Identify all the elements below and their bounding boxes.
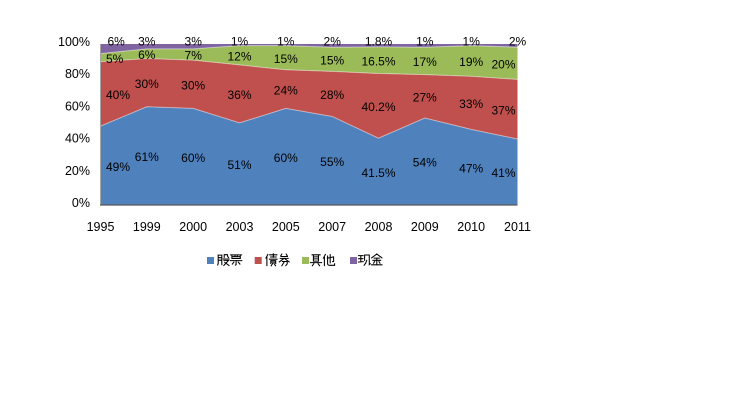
svg-text:2009: 2009 [411, 220, 439, 234]
svg-text:60%: 60% [181, 151, 205, 165]
svg-text:28%: 28% [320, 88, 344, 102]
svg-text:24%: 24% [274, 83, 298, 97]
svg-text:12%: 12% [227, 50, 251, 64]
svg-text:20%: 20% [65, 164, 90, 178]
svg-text:61%: 61% [135, 150, 159, 164]
svg-text:2%: 2% [324, 35, 342, 49]
svg-text:2000: 2000 [179, 220, 207, 234]
svg-text:3%: 3% [138, 35, 156, 49]
svg-text:2005: 2005 [272, 220, 300, 234]
svg-text:41%: 41% [491, 166, 515, 180]
svg-text:6%: 6% [138, 48, 156, 62]
svg-text:2%: 2% [509, 35, 527, 49]
svg-text:20%: 20% [491, 58, 515, 72]
svg-text:0%: 0% [72, 196, 90, 210]
svg-text:2010: 2010 [457, 220, 485, 234]
svg-text:19%: 19% [459, 55, 483, 69]
svg-text:1%: 1% [277, 35, 295, 49]
svg-text:100%: 100% [58, 35, 90, 49]
svg-text:15%: 15% [320, 54, 344, 68]
svg-text:2003: 2003 [226, 220, 254, 234]
svg-text:1%: 1% [463, 35, 481, 49]
svg-text:1995: 1995 [87, 220, 115, 234]
svg-text:16.5%: 16.5% [361, 54, 395, 68]
svg-text:49%: 49% [106, 160, 130, 174]
svg-text:2011: 2011 [504, 220, 531, 234]
svg-text:1%: 1% [231, 35, 249, 49]
svg-text:54%: 54% [413, 156, 437, 170]
svg-text:51%: 51% [227, 158, 251, 172]
svg-text:36%: 36% [227, 88, 251, 102]
svg-text:1999: 1999 [133, 220, 161, 234]
svg-text:47%: 47% [459, 161, 483, 175]
svg-text:37%: 37% [491, 103, 515, 117]
svg-text:2008: 2008 [365, 220, 393, 234]
svg-text:27%: 27% [413, 91, 437, 105]
svg-text:30%: 30% [135, 77, 159, 91]
svg-text:1.8%: 1.8% [365, 35, 393, 49]
svg-text:40%: 40% [106, 88, 130, 102]
svg-text:15%: 15% [274, 52, 298, 66]
svg-text:3%: 3% [185, 35, 203, 49]
svg-text:60%: 60% [274, 151, 298, 165]
svg-text:41.5%: 41.5% [361, 166, 395, 180]
svg-text:30%: 30% [181, 79, 205, 93]
svg-text:80%: 80% [65, 67, 90, 81]
svg-text:55%: 55% [320, 155, 344, 169]
svg-text:6%: 6% [108, 35, 126, 49]
svg-text:60%: 60% [65, 99, 90, 113]
svg-text:17%: 17% [413, 55, 437, 69]
svg-text:5%: 5% [106, 52, 124, 66]
svg-text:33%: 33% [459, 97, 483, 111]
svg-text:2007: 2007 [318, 220, 346, 234]
svg-text:1%: 1% [416, 35, 434, 49]
svg-text:40%: 40% [65, 132, 90, 146]
svg-text:7%: 7% [185, 49, 203, 63]
svg-text:40.2%: 40.2% [361, 100, 395, 114]
